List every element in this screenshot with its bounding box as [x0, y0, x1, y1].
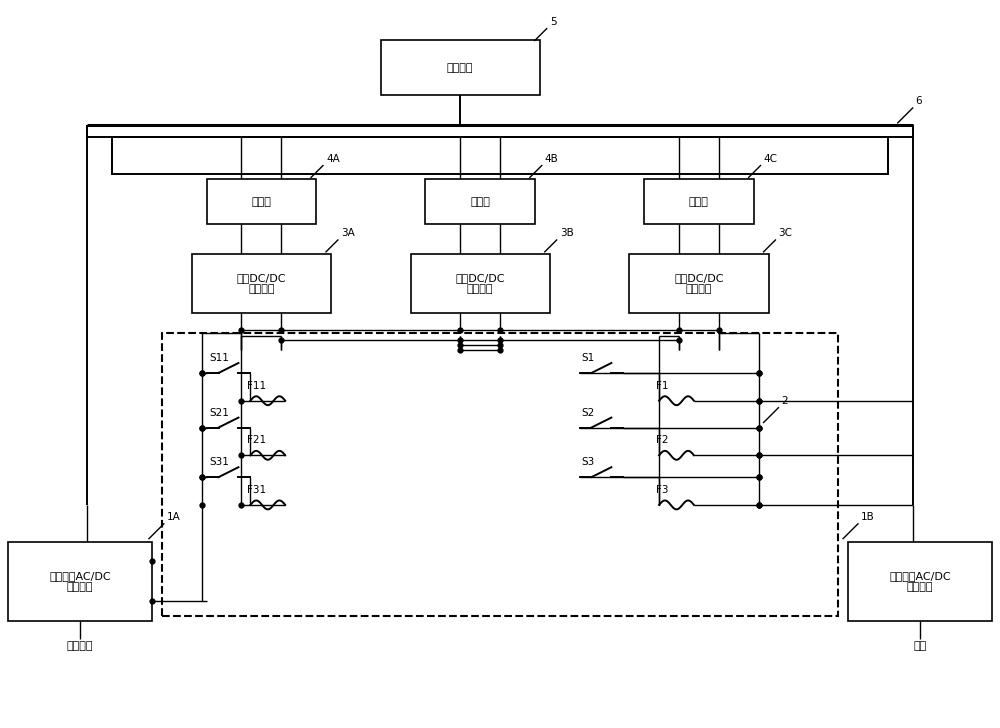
Text: F11: F11 [247, 381, 267, 391]
Text: S21: S21 [210, 408, 229, 418]
Text: 3A: 3A [341, 228, 355, 238]
Text: 双向DC/DC
变换单元: 双向DC/DC 变换单元 [455, 273, 505, 294]
Bar [162, 333, 838, 616]
Text: 4B: 4B [545, 154, 559, 164]
Text: 第二双向AC/DC
变换单元: 第二双向AC/DC 变换单元 [889, 571, 951, 592]
Text: 交流电源: 交流电源 [67, 641, 93, 651]
Bar [112, 137, 888, 175]
Text: 5: 5 [550, 17, 556, 27]
Bar [629, 254, 768, 313]
Bar [644, 179, 754, 224]
Text: 6: 6 [916, 96, 922, 106]
Text: F31: F31 [247, 485, 267, 495]
Text: 3B: 3B [560, 228, 573, 238]
Text: 电池包: 电池包 [470, 197, 490, 207]
Text: 负载: 负载 [914, 641, 927, 651]
Text: 4A: 4A [326, 154, 340, 164]
Text: F1: F1 [656, 381, 669, 391]
Text: 电池包: 电池包 [689, 197, 709, 207]
Text: 2: 2 [781, 396, 788, 405]
Text: 4C: 4C [764, 154, 778, 164]
Bar [8, 542, 152, 621]
Bar [848, 542, 992, 621]
Bar [425, 179, 535, 224]
Text: 1B: 1B [861, 512, 875, 522]
Text: S31: S31 [210, 457, 229, 467]
Text: S3: S3 [582, 457, 595, 467]
Bar [381, 41, 540, 95]
Text: 第一双向AC/DC
变换单元: 第一双向AC/DC 变换单元 [49, 571, 111, 592]
Text: F21: F21 [247, 435, 267, 446]
Text: F2: F2 [656, 435, 669, 446]
Text: 控制单元: 控制单元 [447, 63, 473, 73]
Text: S1: S1 [582, 353, 595, 363]
Text: F3: F3 [656, 485, 669, 495]
Text: S2: S2 [582, 408, 595, 418]
Text: 1A: 1A [167, 512, 181, 522]
Text: 电池包: 电池包 [251, 197, 271, 207]
Text: S11: S11 [210, 353, 229, 363]
Bar [411, 254, 550, 313]
Text: 双向DC/DC
变换单元: 双向DC/DC 变换单元 [237, 273, 286, 294]
Bar [192, 254, 331, 313]
Text: 3C: 3C [778, 228, 792, 238]
Text: 双向DC/DC
变换单元: 双向DC/DC 变换单元 [674, 273, 724, 294]
Bar [207, 179, 316, 224]
